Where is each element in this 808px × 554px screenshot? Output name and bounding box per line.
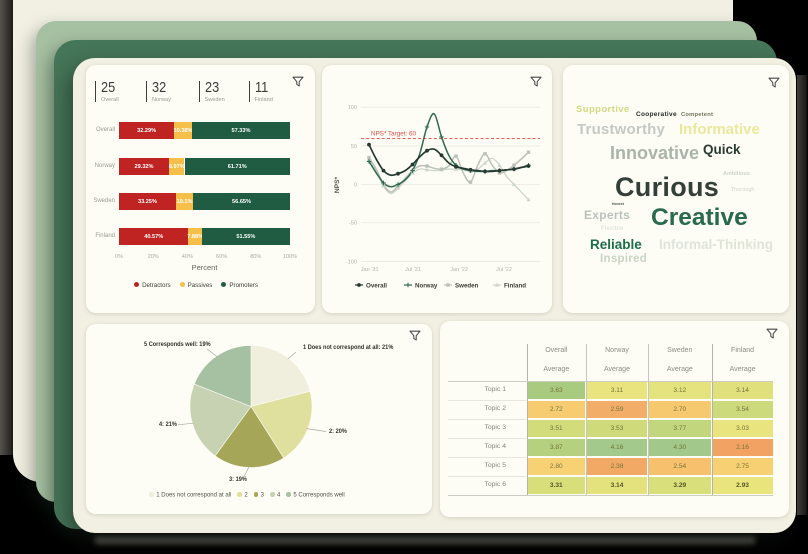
svg-text:NPS* Target: 60: NPS* Target: 60 [371,131,417,138]
svg-text:Sweden: Sweden [455,282,479,289]
svg-text:-50: -50 [349,221,357,227]
svg-text:Overall: Overall [366,282,387,289]
svg-text:Jul '22: Jul '22 [496,267,512,273]
svg-text:Finland: Finland [504,282,526,289]
svg-text:-100: -100 [346,260,357,266]
svg-text:Jan '22: Jan '22 [450,267,468,273]
svg-text:NPS*: NPS* [334,177,341,194]
svg-text:50: 50 [351,144,357,150]
svg-text:Norway: Norway [415,282,438,289]
svg-text:0: 0 [354,182,357,188]
svg-text:Jul '21: Jul '21 [405,267,421,273]
svg-text:100: 100 [348,105,357,111]
svg-text:Jan '21: Jan '21 [361,267,379,273]
